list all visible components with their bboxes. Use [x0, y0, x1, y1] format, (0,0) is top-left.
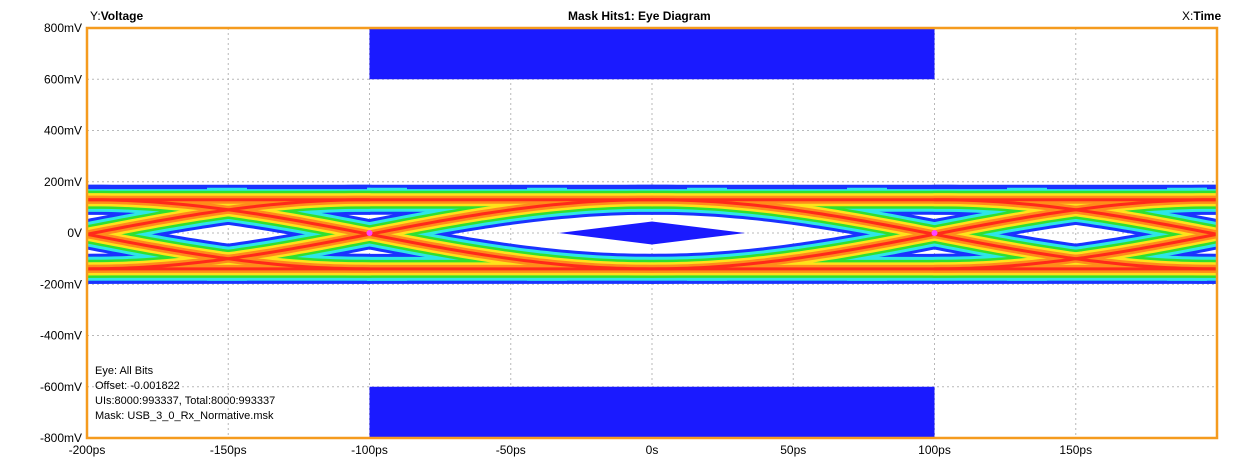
- tick-labels: -200ps -150ps -100ps -50ps 0s 50ps 100ps 150ps 8…: [40, 21, 1092, 457]
- x-axis-prefix: X:: [1182, 9, 1194, 23]
- mask-center-diamond: [558, 221, 746, 245]
- mask-top-region: [369, 28, 935, 80]
- x-tick-label: 50ps: [780, 443, 806, 457]
- y-tick-label: -400mV: [40, 329, 82, 343]
- eye-heat-traces: [87, 184, 1217, 284]
- eye-trace: [87, 232, 371, 271]
- y-tick-label: 600mV: [44, 72, 82, 86]
- info-uis: UIs:8000:993337, Total:8000:993337: [95, 395, 276, 407]
- x-tick-label: 0s: [646, 443, 659, 457]
- x-tick-label: -50ps: [496, 443, 526, 457]
- x-tick-label: -150ps: [210, 443, 247, 457]
- y-tick-label: -200mV: [40, 277, 82, 291]
- y-tick-label: -800mV: [40, 431, 82, 445]
- y-axis-name: Voltage: [100, 9, 144, 23]
- x-tick-label: 150ps: [1059, 443, 1092, 457]
- chart-title: Mask Hits1: Eye Diagram: [568, 9, 711, 23]
- x-axis-name: Time: [1193, 9, 1222, 23]
- chart-title-text: Mask Hits1: Eye Diagram: [568, 9, 711, 23]
- crossing-point: [931, 230, 938, 236]
- info-eye: Eye: All Bits: [95, 365, 154, 377]
- x-axis-header: X:Time: [1182, 9, 1221, 23]
- x-tick-label: 100ps: [918, 443, 951, 457]
- y-tick-label: 800mV: [44, 21, 82, 35]
- eye-trace: [87, 198, 371, 236]
- eye-trace: [933, 198, 1217, 236]
- mask-regions: [369, 28, 935, 438]
- eye-trace: [933, 232, 1217, 271]
- y-axis-header: Y:Voltage: [90, 9, 143, 23]
- y-tick-label: 200mV: [44, 175, 82, 189]
- info-mask: Mask: USB_3_0_Rx_Normative.msk: [95, 410, 274, 422]
- info-panel: Eye: All Bits Offset: -0.001822 UIs:8000…: [95, 364, 275, 424]
- info-offset: Offset: -0.001822: [95, 380, 180, 392]
- x-tick-label: -100ps: [351, 443, 388, 457]
- plot-frame: [85, 26, 1219, 440]
- y-axis-prefix: Y:: [90, 9, 101, 23]
- y-tick-label: -600mV: [40, 380, 82, 394]
- x-tick-label: -200ps: [69, 443, 106, 457]
- y-tick-label: 400mV: [44, 124, 82, 138]
- mask-bottom-region: [369, 386, 935, 438]
- crossing-point: [366, 230, 373, 236]
- y-tick-label: 0V: [67, 226, 82, 240]
